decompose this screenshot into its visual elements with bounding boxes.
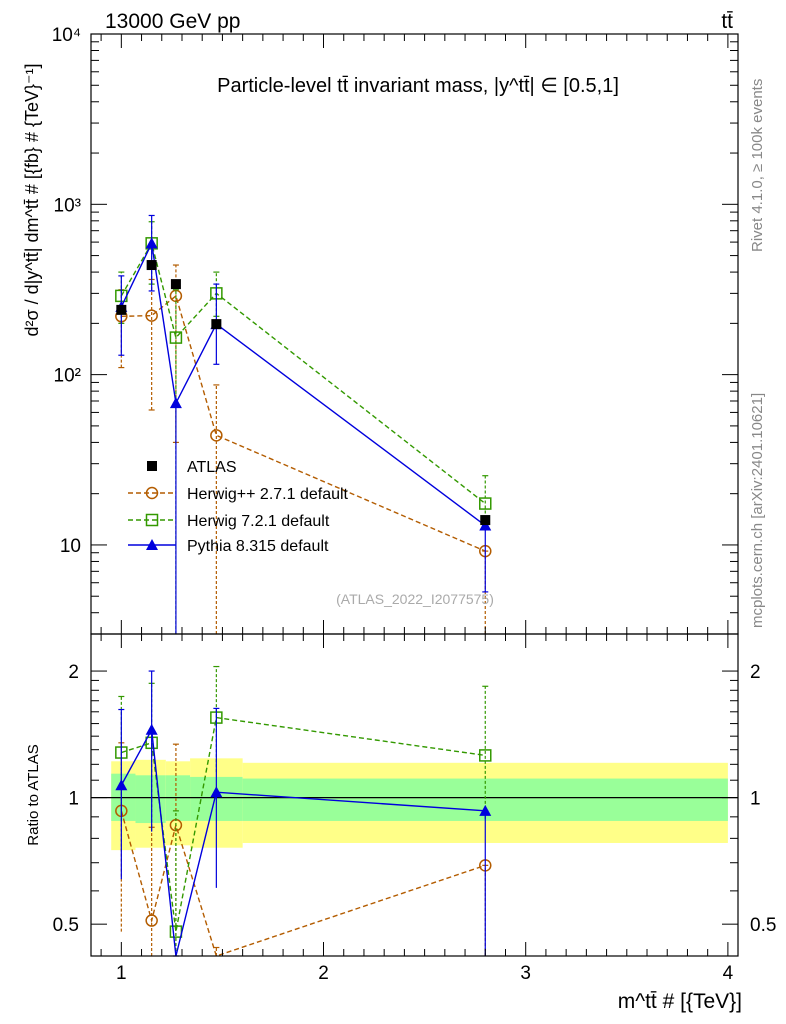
atlas-data-point (170, 279, 181, 290)
legend-label: ATLAS (187, 459, 237, 476)
x-axis-label: m^tt̄ # [{TeV}] (618, 990, 742, 1013)
analysis-watermark: (ATLAS_2022_I2077575) (336, 591, 494, 607)
rivet-version-label: Rivet 4.1.0, ≥ 100k events (749, 79, 766, 252)
ratio-y-tick-label-left: 2 (68, 662, 79, 683)
main-plot-title: Particle-level tt̄ invariant mass, |y^tt… (217, 75, 619, 97)
data-point (145, 237, 158, 249)
ratio-data-point (145, 723, 158, 735)
atlas-data-point (211, 319, 222, 330)
data-point (479, 497, 492, 510)
data-point (169, 397, 182, 409)
ratio-data-point (210, 786, 223, 798)
main-y-tick-label: 10² (54, 366, 81, 387)
data-point (169, 331, 183, 344)
atlas-data-point (146, 260, 157, 271)
main-y-tick-label: 10 (60, 536, 81, 557)
ratio-y-tick-label-right: 2 (750, 662, 761, 683)
ratio-y-tick-label-left: 0.5 (53, 915, 79, 936)
ratio-series-line (121, 716, 486, 932)
main-y-tick-label: 10⁴ (52, 25, 81, 46)
process-label: tt̄ (721, 10, 733, 33)
legend-label: Pythia 8.315 default (187, 538, 329, 555)
series-line (121, 294, 486, 552)
ratio-y-tick-label-right: 1 (750, 789, 761, 810)
atlas-data-point (480, 515, 491, 526)
legend-marker (145, 486, 159, 500)
ratio-panel: 0.5 0.5 1 1 2 2 1 2 3 4 (53, 633, 776, 984)
ratio-data-point (479, 804, 492, 816)
ratio-data-point (115, 779, 128, 791)
legend-label: Herwig++ 2.7.1 default (187, 486, 349, 503)
ratio-y-tick-label-left: 1 (68, 789, 79, 810)
main-y-tick-label: 10³ (54, 195, 81, 216)
ratio-data-point (479, 749, 492, 762)
main-y-axis-label: d²σ / d|y^tt̄| dm^tt̄ # [{fb} # {TeV}⁻¹] (22, 64, 42, 337)
legend-marker (147, 461, 157, 471)
x-tick-label: 2 (318, 963, 329, 984)
ratio-frame (90, 633, 739, 957)
x-tick-label: 1 (116, 963, 127, 984)
x-tick-label: 4 (723, 963, 734, 984)
series-line (120, 241, 486, 505)
atlas-data-point (116, 304, 127, 315)
legend-marker (145, 513, 159, 527)
legend-marker (146, 539, 158, 550)
legend-label: Herwig 7.2.1 default (187, 513, 330, 530)
mcplots-label: mcplots.cern.ch [arXiv:2401.10621] (749, 393, 766, 628)
energy-label: 13000 GeV pp (105, 10, 240, 33)
data-point (145, 309, 158, 322)
x-tick-label: 3 (520, 963, 531, 984)
ratio-y-tick-label-right: 0.5 (750, 915, 776, 936)
ratio-y-axis-label: Ratio to ATLAS (25, 744, 42, 845)
ratio-data-point (145, 914, 158, 927)
data-point (210, 429, 223, 442)
legend: ATLAS Herwig++ 2.7.1 default Herwig 7.2.1 … (128, 459, 349, 555)
